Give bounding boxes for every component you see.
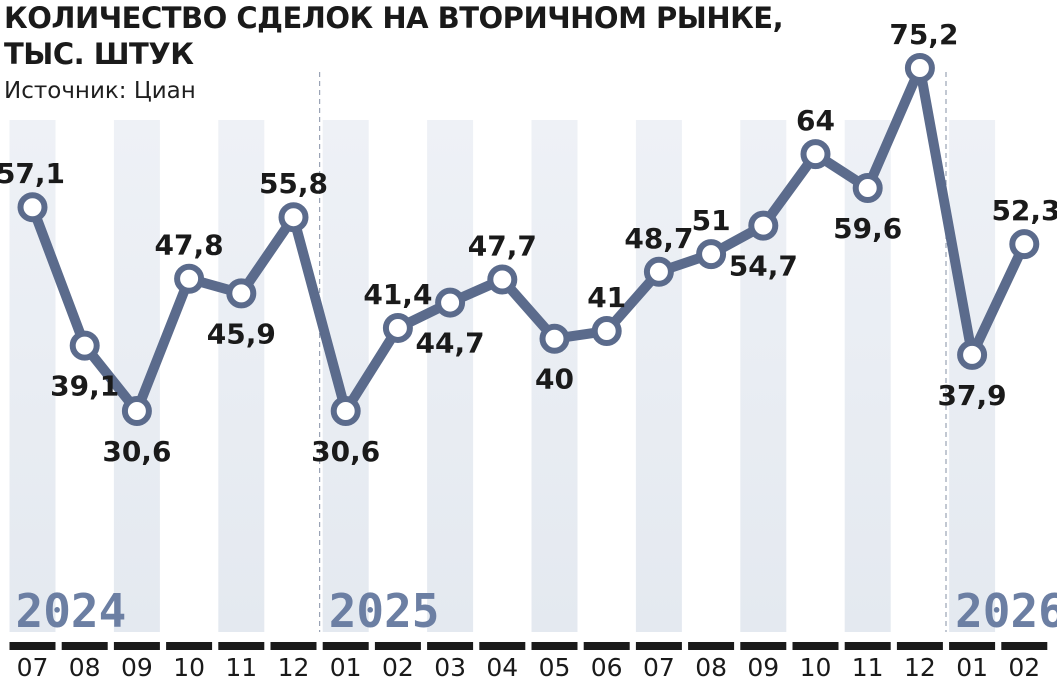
data-point [278, 202, 309, 233]
x-tick-label: 08 [695, 653, 727, 680]
data-label: 52,3 [991, 194, 1057, 227]
x-tick-label: 04 [486, 653, 518, 680]
data-label: 30,6 [311, 435, 380, 468]
axis-segment [270, 642, 317, 650]
data-point [696, 239, 727, 270]
data-label: 47,7 [468, 229, 537, 262]
data-point [643, 256, 674, 287]
data-label: 55,8 [259, 167, 328, 200]
x-tick-label: 12 [904, 653, 936, 680]
data-point [904, 53, 935, 83]
x-tick-label: 12 [278, 653, 310, 680]
axis-segment [949, 642, 996, 650]
axis-segment [792, 642, 839, 650]
axis-segment [166, 642, 213, 650]
data-point [382, 312, 413, 343]
x-tick-label: 10 [800, 653, 832, 680]
axis-segment [322, 642, 369, 650]
data-label: 45,9 [207, 317, 276, 350]
data-label: 64 [796, 104, 835, 137]
data-point [957, 339, 988, 370]
x-tick-label: 07 [643, 653, 675, 680]
axis-segment [479, 642, 526, 650]
data-label: 41 [587, 281, 626, 314]
axis-segment [427, 642, 474, 650]
year-label: 2024 [16, 584, 127, 638]
chart-title: КОЛИЧЕСТВО СДЕЛОК НА ВТОРИЧНОМ РЫНКЕ, ТЫ… [4, 1, 784, 71]
year-label: 2025 [329, 584, 440, 638]
x-tick-label: 05 [539, 653, 571, 680]
data-point [226, 278, 257, 309]
x-tick-label: 02 [382, 653, 414, 680]
data-point [435, 287, 466, 318]
data-label: 48,7 [624, 222, 693, 255]
x-tick-label: 06 [591, 653, 623, 680]
data-point [591, 316, 622, 347]
x-tick-label: 11 [225, 653, 257, 680]
data-point [17, 192, 48, 223]
data-label: 41,4 [363, 278, 432, 311]
column-stripe [322, 120, 369, 632]
data-point [748, 210, 779, 241]
x-tick-label: 02 [1008, 653, 1040, 680]
data-label: 57,1 [0, 157, 65, 190]
x-tick-label: 11 [852, 653, 884, 680]
x-tick-label: 08 [69, 653, 101, 680]
axis-segment [896, 642, 943, 650]
data-point [852, 172, 883, 203]
column-stripe [844, 120, 891, 632]
column-stripe [635, 120, 682, 632]
x-tick-label: 09 [121, 653, 153, 680]
x-tick-label: 01 [330, 653, 362, 680]
column-stripe [218, 120, 265, 632]
axis-segment [583, 642, 630, 650]
data-point [487, 264, 518, 295]
x-tick-label: 03 [434, 653, 466, 680]
data-label: 37,9 [938, 379, 1007, 412]
axis-segment [61, 642, 108, 650]
data-label: 44,7 [416, 327, 485, 360]
data-label: 51 [692, 204, 731, 237]
data-point [800, 139, 831, 170]
x-tick-label: 07 [17, 653, 49, 680]
axis-segment [740, 642, 787, 650]
column-stripe [949, 120, 996, 632]
axis-segment [374, 642, 421, 650]
data-point [330, 396, 361, 426]
year-label: 2026 [955, 584, 1057, 638]
data-label: 47,8 [155, 229, 224, 262]
data-label: 30,6 [102, 435, 171, 468]
x-tick-label: 09 [747, 653, 779, 680]
data-label: 40 [535, 363, 574, 396]
data-point [121, 396, 152, 426]
axis-segment [1001, 642, 1048, 650]
source-note: Источник: Циан [4, 78, 196, 104]
column-stripe [531, 120, 578, 632]
x-tick-label: 10 [173, 653, 205, 680]
axis-segment [9, 642, 56, 650]
axis-segment [531, 642, 578, 650]
axis-segment [113, 642, 160, 650]
data-label: 39,1 [50, 370, 119, 403]
data-label: 54,7 [729, 250, 798, 283]
data-label: 59,6 [833, 212, 902, 245]
data-point [174, 263, 205, 294]
data-point [539, 323, 570, 354]
column-stripe [427, 120, 474, 632]
axis-segment [218, 642, 265, 650]
axis-segment [844, 642, 891, 650]
axis-segment [635, 642, 682, 650]
data-point [69, 330, 100, 361]
data-label: 75,2 [889, 18, 958, 51]
x-tick-label: 01 [956, 653, 988, 680]
axis-segment [688, 642, 735, 650]
data-point [1009, 229, 1040, 260]
